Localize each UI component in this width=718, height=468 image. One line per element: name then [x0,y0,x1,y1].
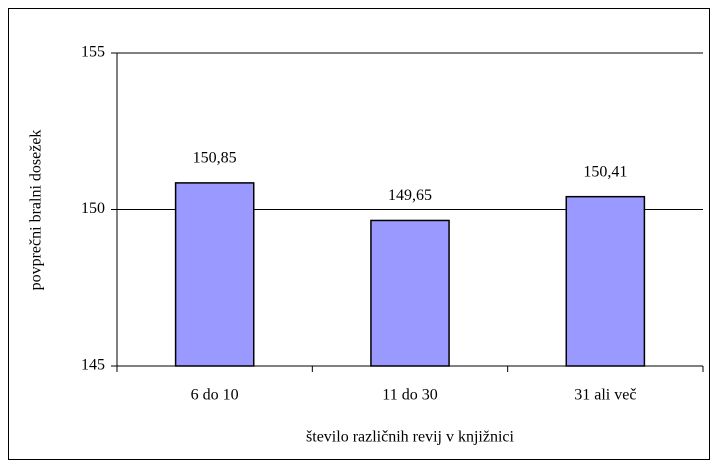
x-tick-label: 11 do 30 [382,387,437,404]
bar [565,195,646,367]
y-tick-label: 155 [81,44,105,61]
value-label: 150,85 [193,150,237,167]
value-label: 150,41 [583,163,627,180]
bar [370,219,450,367]
x-axis-label: število različnih revij v knjižnici [306,429,514,446]
x-tick-label: 31 ali več [574,387,636,404]
y-tick-label: 145 [81,357,105,374]
y-axis-label: povprečni bralni dosežek [28,130,45,291]
x-tick-label: 6 do 10 [191,387,239,404]
y-tick-label: 150 [81,200,105,217]
bar [174,182,255,367]
value-label: 149,65 [388,187,432,204]
